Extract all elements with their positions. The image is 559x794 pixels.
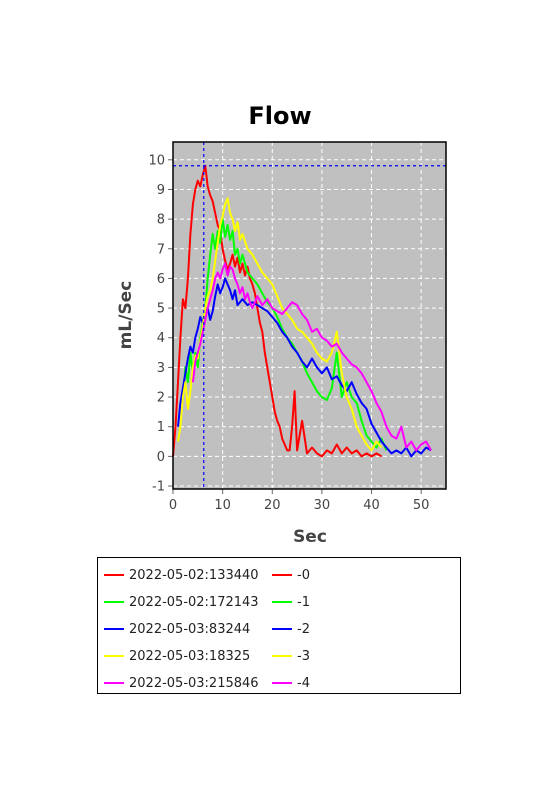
x-tick-label: 30 [314,498,331,513]
legend-swatch [272,601,292,603]
y-tick-label: 6 [157,272,165,287]
y-tick-label: 1 [157,420,165,435]
legend-series-name: 2022-05-03:18325 [129,648,251,664]
legend-series-name: 2022-05-02:172143 [129,594,259,610]
legend-swatch [272,574,292,576]
chart-title: Flow [248,102,311,130]
legend-series-suffix: -3 [297,648,310,664]
y-tick-label: 5 [157,302,165,317]
x-tick-label: 40 [363,498,380,513]
x-tick-label: 10 [214,498,231,513]
legend-series-name: 2022-05-03:215846 [129,675,259,691]
legend-swatch [272,628,292,630]
y-tick-label: 8 [157,213,165,228]
legend-item-suffix: -3 [272,645,310,667]
legend-swatch [104,655,124,657]
y-tick-label: 9 [157,183,165,198]
legend-series-name: 2022-05-02:133440 [129,567,259,583]
y-axis-title: mL/Sec [116,281,136,350]
x-tick-label: 20 [264,498,281,513]
axes: 0 10 20 30 40 50 -1 0 1 2 3 4 5 6 7 8 9 10 [148,153,429,513]
legend-item: 2022-05-02:172143 [104,591,259,613]
y-tick-label: 7 [157,242,165,257]
x-axis-title: Sec [293,527,327,547]
x-tick-label: 50 [413,498,430,513]
legend-swatch [104,628,124,630]
legend-item: 2022-05-03:83244 [104,618,250,640]
y-tick-label: 2 [157,391,165,406]
legend-swatch [104,682,124,684]
legend-item-suffix: -1 [272,591,310,613]
legend-swatch [272,682,292,684]
y-tick-label: -1 [152,480,165,495]
legend-series-suffix: -0 [297,567,310,583]
plot-area [173,142,446,489]
legend-item-suffix: -2 [272,618,310,640]
legend-item: 2022-05-02:133440 [104,564,259,586]
legend-series-suffix: -1 [297,594,310,610]
legend-swatch [104,574,124,576]
legend-series-suffix: -2 [297,621,310,637]
legend-series-name: 2022-05-03:83244 [129,621,251,637]
legend-item: 2022-05-03:215846 [104,672,259,694]
legend-item: 2022-05-03:18325 [104,645,250,667]
legend-swatch [104,601,124,603]
plot-border [172,141,447,490]
y-tick-label: 4 [157,331,165,346]
y-tick-label: 10 [148,153,165,168]
legend-item-suffix: -4 [272,672,310,694]
series-line-4 [191,262,432,452]
y-tick-label: 0 [157,450,165,465]
legend-item-suffix: -0 [272,564,310,586]
y-tick-label: 3 [157,361,165,376]
crosshair [173,142,446,489]
legend: 2022-05-02:133440 -0 2022-05-02:172143 -1 20… [97,557,461,694]
legend-series-suffix: -4 [297,675,310,691]
x-tick-label: 0 [169,498,177,513]
legend-swatch [272,655,292,657]
